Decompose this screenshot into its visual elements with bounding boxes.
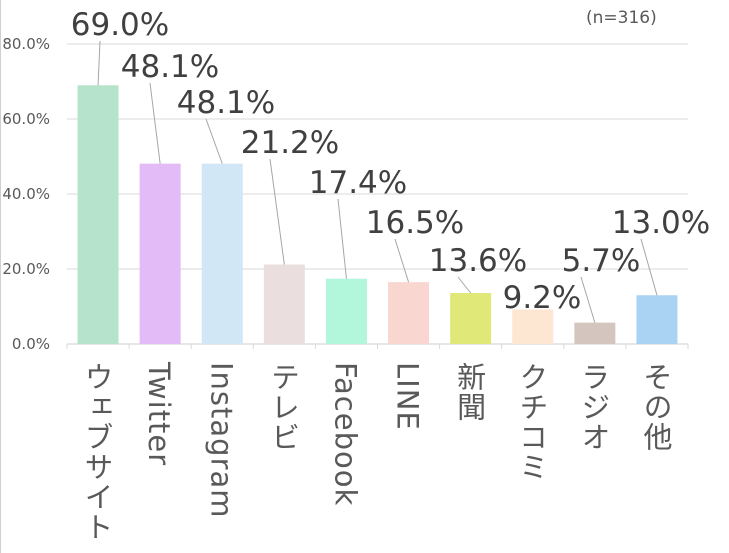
leader-line [205,118,223,164]
bar [77,85,119,344]
category-label: その他 [638,362,673,452]
leader-line [97,40,101,86]
leader-line [394,238,410,283]
category-label: Twitter [142,362,177,467]
data-label: 69.0% [71,7,169,43]
category-label: クチコミ [514,362,549,482]
data-label: 13.6% [429,243,527,279]
bar [263,264,305,344]
y-tick-label: 0.0% [12,335,50,353]
category-label: LINE [390,362,425,431]
leader-line [640,238,658,296]
category-label: Facebook [328,362,363,507]
data-label: 17.4% [309,165,407,201]
y-tick-label: 60.0% [2,110,50,128]
bar [388,282,430,344]
y-tick-label: 80.0% [2,35,50,53]
leader-line [457,276,472,294]
bar [512,309,554,344]
data-label: 16.5% [366,205,464,241]
category-label: ラジオ [576,362,611,452]
data-label: 48.1% [177,85,275,121]
category-label: Instagram [204,362,239,519]
bar [325,278,367,344]
data-label: 48.1% [121,49,219,85]
data-label: 9.2% [503,280,582,316]
y-tick-label: 20.0% [2,260,50,278]
bar [201,163,243,344]
sample-size-note: (n=316) [586,8,657,28]
bar [636,295,678,344]
category-label: 新聞 [452,362,487,422]
bar [139,163,181,344]
leader-line [580,276,596,323]
category-label: テレビ [266,362,301,452]
data-label: 13.0% [612,205,710,241]
y-tick-label: 40.0% [2,185,50,203]
chart-frame-border [0,0,1,553]
category-label: ウェブサイト [80,362,115,542]
bar [574,322,616,344]
leader-line [149,82,161,164]
leader-line [269,158,285,265]
data-label: 5.7% [562,243,641,279]
leader-line [337,198,347,279]
data-label: 21.2% [241,125,339,161]
bar [450,293,492,344]
